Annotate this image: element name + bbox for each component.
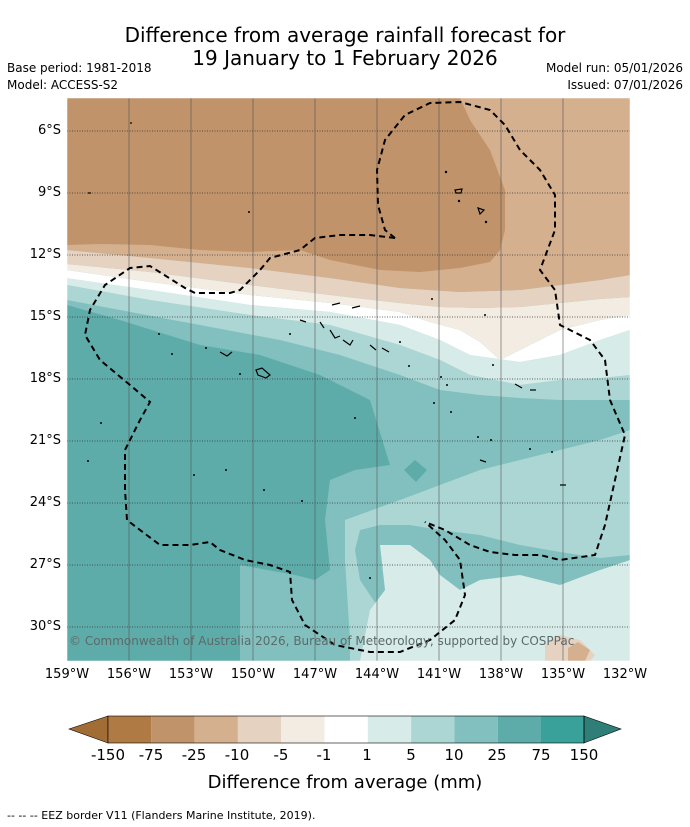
lat-label: 30°S	[29, 619, 61, 634]
colorbar-swatch	[411, 716, 455, 743]
title-line-1: Difference from average rainfall forecas…	[124, 23, 566, 47]
colorbar-label: -25	[181, 746, 207, 764]
colorbar-swatch	[497, 716, 541, 743]
lon-label: 132°W	[602, 667, 648, 682]
lat-label: 15°S	[29, 309, 61, 324]
lon-label: 141°W	[416, 667, 462, 682]
colorbar-label: 10	[444, 746, 464, 764]
colorbar-label: -10	[224, 746, 250, 764]
colorbar-label: 25	[487, 746, 507, 764]
map-field	[67, 98, 630, 661]
lon-label: 156°W	[106, 667, 152, 682]
colorbar	[68, 715, 622, 744]
colorbar-swatch	[281, 716, 325, 743]
eez-footnote: -- -- -- EEZ border V11 (Flanders Marine…	[7, 809, 316, 822]
band-dry-strong	[67, 98, 505, 272]
atoll-dots	[87, 170, 553, 579]
colorbar-label: -5	[273, 746, 289, 764]
colorbar-label: -1	[316, 746, 332, 764]
lon-label: 138°W	[478, 667, 524, 682]
band-dry-pale	[67, 250, 630, 308]
copyright-notice: © Commonwealth of Australia 2026, Bureau…	[69, 634, 575, 648]
lon-label: 135°W	[540, 667, 586, 682]
colorbar-label: 75	[531, 746, 551, 764]
band-1-5-south	[360, 545, 630, 661]
grid-lines	[128, 98, 564, 661]
band-white	[67, 270, 630, 362]
model-name: Model: ACCESS-S2	[7, 78, 119, 92]
band-10-25-blob	[404, 460, 427, 482]
chart-title: Difference from average rainfall forecas…	[0, 24, 690, 70]
lat-label: 27°S	[29, 557, 61, 572]
colorbar-swatch	[237, 716, 282, 743]
title-line-2: 19 January to 1 February 2026	[192, 46, 498, 70]
lon-label: 159°W	[44, 667, 90, 682]
colorbar-swatch	[108, 716, 152, 743]
colorbar-swatch	[151, 716, 195, 743]
colorbar-swatch	[541, 716, 584, 743]
lat-label: 9°S	[37, 185, 61, 200]
colorbar-extend-low	[68, 715, 109, 744]
lon-label: 147°W	[292, 667, 338, 682]
colorbar-swatch	[454, 716, 498, 743]
meta-right: Model run: 05/01/2026 Issued: 07/01/2026	[546, 60, 683, 94]
lat-label: 18°S	[29, 371, 61, 386]
islands	[88, 122, 566, 486]
colorbar-label: 1	[362, 746, 372, 764]
band-1-5	[67, 285, 630, 661]
model-run: Model run: 05/01/2026	[545, 61, 683, 75]
base-period: Base period: 1981-2018	[7, 61, 152, 75]
lon-label: 153°W	[168, 667, 214, 682]
colorbar-extend-high	[583, 715, 622, 744]
lat-label: 12°S	[29, 247, 61, 262]
colorbar-label: 5	[406, 746, 416, 764]
lon-label: 144°W	[354, 667, 400, 682]
colorbar-label: -150	[90, 746, 126, 764]
band-near-zero	[67, 275, 630, 385]
colorbar-swatch	[367, 716, 412, 743]
band-10-25-main	[67, 305, 390, 630]
band-dry-inner-one	[568, 642, 590, 661]
band-dry-light	[67, 264, 630, 360]
colorbar-swatch	[194, 716, 238, 743]
colorbar-label: -75	[138, 746, 164, 764]
issued-date: Issued: 07/01/2026	[567, 78, 683, 92]
lat-label: 6°S	[37, 123, 61, 138]
lat-label: 21°S	[29, 433, 61, 448]
colorbar-outline	[107, 715, 585, 744]
map-frame	[66, 97, 631, 662]
colorbar-label: 150	[569, 746, 599, 764]
meta-left: Base period: 1981-2018 Model: ACCESS-S2	[7, 60, 152, 94]
colorbar-title: Difference from average (mm)	[207, 772, 483, 793]
lon-label: 150°W	[230, 667, 276, 682]
colorbar-swatch	[324, 716, 368, 743]
lat-label: 24°S	[29, 495, 61, 510]
